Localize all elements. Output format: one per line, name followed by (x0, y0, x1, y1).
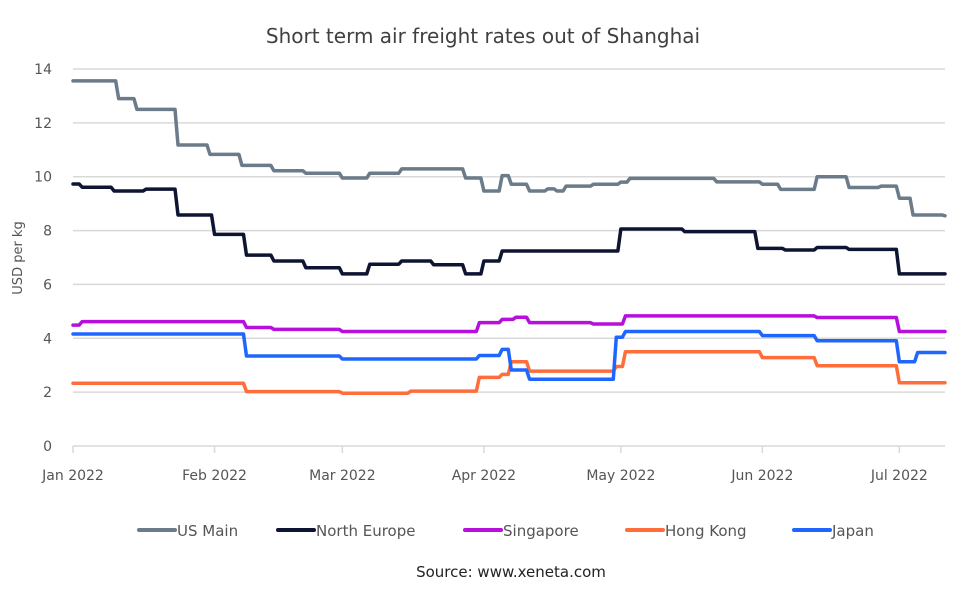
y-axis-label: USD per kg (11, 221, 26, 294)
legend-item-us-main: US Main (137, 522, 238, 540)
legend-item-north-europe: North Europe (276, 522, 415, 540)
series-lines (71, 79, 947, 395)
series-line-north-europe (71, 182, 947, 276)
series-line-japan (71, 329, 947, 381)
y-tick-label: 6 (43, 277, 52, 293)
x-tick-label: Jun 2022 (730, 468, 793, 484)
x-tick-label: Mar 2022 (309, 468, 376, 484)
legend-label: Singapore (503, 522, 579, 540)
x-tick-label: May 2022 (586, 468, 655, 484)
x-tick-label: Feb 2022 (182, 468, 247, 484)
legend-item-singapore: Singapore (463, 522, 579, 540)
series-line-hong-kong (71, 350, 947, 395)
y-tick-label: 2 (43, 385, 52, 401)
x-axis-ticks: Jan 2022 Feb 2022 Mar 2022 Apr 2022 May 2022… (41, 446, 928, 484)
chart-title: Short term air freight rates out of Shan… (266, 24, 700, 48)
legend-label: US Main (177, 522, 238, 540)
y-tick-label: 0 (43, 439, 52, 455)
legend-label: North Europe (316, 522, 415, 540)
legend-item-japan: Japan (792, 522, 874, 540)
gridlines (73, 68, 945, 447)
y-tick-label: 10 (34, 170, 52, 186)
series-line-singapore (71, 314, 947, 334)
x-tick-label: Apr 2022 (452, 468, 516, 484)
y-axis-ticks: 0 2 4 6 8 10 12 14 (34, 62, 52, 455)
legend-item-hong-kong: Hong Kong (625, 522, 747, 540)
x-tick-label: Jul 2022 (870, 468, 928, 484)
y-tick-label: 14 (34, 62, 52, 78)
y-tick-label: 12 (34, 116, 52, 132)
legend: US Main North Europe Singapore Hong Kong Jap… (137, 522, 874, 540)
legend-label: Hong Kong (665, 522, 747, 540)
source-note: Source: www.xeneta.com (416, 563, 606, 581)
legend-label: Japan (831, 522, 874, 540)
y-tick-label: 8 (43, 224, 52, 240)
x-tick-label: Jan 2022 (41, 468, 104, 484)
y-tick-label: 4 (43, 331, 52, 347)
series-line-us-main (71, 79, 947, 218)
